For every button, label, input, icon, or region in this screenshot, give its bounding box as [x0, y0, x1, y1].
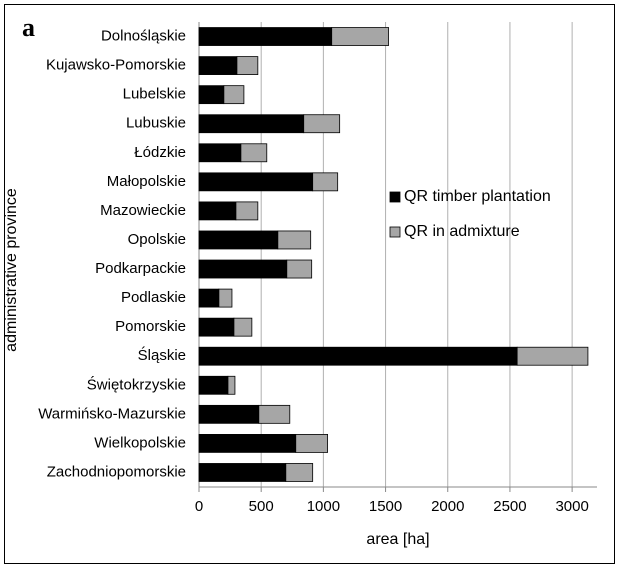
x-tick-label: 1000: [307, 498, 340, 515]
y-tick-label: Podlaskie: [121, 289, 186, 306]
y-tick-label: Łódzkie: [134, 144, 186, 161]
bar-segment: [240, 143, 268, 163]
y-axis-label: administrative province: [3, 188, 20, 352]
bar-segment: [198, 114, 305, 134]
y-tick-label: Lubuskie: [126, 115, 186, 132]
bar-segment: [516, 346, 589, 366]
bar-segment: [277, 230, 312, 250]
y-tick-label: Zachodniopomorskie: [47, 463, 186, 480]
y-tick-label: Kujawsko-Pomorskie: [46, 57, 186, 74]
y-tick-label: Mazowieckie: [100, 202, 186, 219]
x-tick-label: 3000: [555, 498, 588, 515]
bar-segment: [223, 85, 245, 105]
bar-segment: [198, 143, 242, 163]
bar-segment: [198, 375, 229, 395]
bar-segment: [198, 259, 288, 279]
legend-label: QR in admixture: [404, 223, 520, 240]
bar-segment: [285, 463, 314, 482]
bar-segment: [198, 346, 518, 366]
bar-segment: [295, 434, 329, 453]
legend-swatch: [389, 226, 401, 238]
y-tick-label: Śląskie: [138, 346, 186, 364]
y-tick-label: Małopolskie: [107, 173, 186, 190]
y-tick-label: Świętokrzyskie: [87, 375, 186, 393]
bar-segment: [198, 85, 225, 105]
bar-segment: [235, 201, 259, 221]
bar-segment: [198, 404, 260, 424]
bar-segment: [198, 230, 279, 250]
y-tick-label: Warmińsko-Mazurskie: [38, 405, 186, 422]
y-tick-label: Pomorskie: [115, 318, 186, 335]
bar-segment: [258, 404, 291, 424]
bar-segment: [198, 463, 287, 482]
y-tick-label: Podkarpackie: [95, 260, 186, 277]
panel-label: a: [22, 13, 35, 42]
legend-swatch: [389, 191, 401, 203]
bar-segment: [198, 434, 297, 453]
bar-segment: [236, 56, 259, 75]
y-tick-label: Dolnośląskie: [101, 28, 186, 45]
bar-segment: [312, 172, 339, 192]
legend-label: QR timber plantation: [404, 188, 551, 205]
bar-segment: [233, 317, 253, 337]
x-tick-label: 0: [195, 498, 203, 515]
bar-segment: [198, 201, 237, 221]
x-tick-label: 2000: [431, 498, 464, 515]
y-tick-label: Lubelskie: [123, 86, 186, 103]
bar-segment: [218, 288, 233, 308]
x-tick-label: 2500: [493, 498, 526, 515]
bar-segment: [198, 172, 314, 192]
bar-segment: [331, 27, 389, 46]
x-axis-label: area [ha]: [366, 531, 429, 548]
frame: [4, 4, 615, 564]
x-tick-label: 1500: [369, 498, 402, 515]
y-tick-label: Wielkopolskie: [94, 434, 186, 451]
x-tick-label: 500: [249, 498, 274, 515]
bar-segment: [227, 375, 236, 395]
y-tick-label: Opolskie: [128, 231, 186, 248]
bar-segment: [198, 56, 238, 75]
bar-segment: [286, 259, 313, 279]
bar-segment: [198, 317, 235, 337]
bar-segment: [198, 27, 333, 46]
bar-segment: [198, 288, 220, 308]
bar-segment: [303, 114, 341, 134]
